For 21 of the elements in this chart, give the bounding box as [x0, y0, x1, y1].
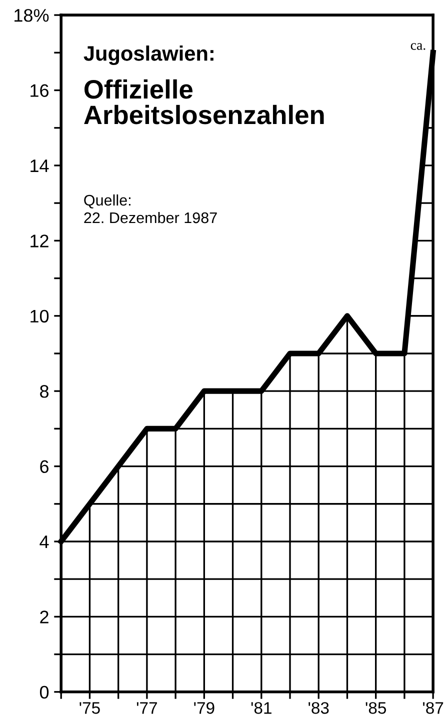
x-tick-label: '83 [308, 702, 329, 714]
x-tick-label: '79 [194, 702, 214, 714]
x-tick-label: '85 [366, 702, 386, 714]
y-tick-label: 16 [30, 84, 49, 97]
text: Jugoslawien: [84, 46, 214, 66]
y-tick-label: 6 [40, 460, 49, 474]
x-tick-label: '77 [136, 702, 157, 714]
y-tick-label: 14 [30, 160, 49, 172]
annotation: ca. [410, 43, 426, 50]
x-tick-label: '81 [251, 702, 272, 714]
y-tick-label: 8 [40, 385, 49, 398]
x-tick-label: '87 [423, 702, 444, 714]
y-tick-label: 10 [30, 310, 49, 323]
y-tick-label: 2 [40, 610, 48, 624]
y-tick-label: 0 [40, 686, 49, 699]
annotation: Quelle: 22. Dezember 1987 [84, 194, 217, 224]
y-tick-label: 12 [30, 234, 48, 248]
y-tick-label: 4 [40, 536, 49, 548]
x-tick-label: '75 [80, 702, 100, 714]
text: Offizielle Arbeitslosenzahlen [84, 79, 324, 124]
y-tick-label: 18% [14, 8, 49, 22]
